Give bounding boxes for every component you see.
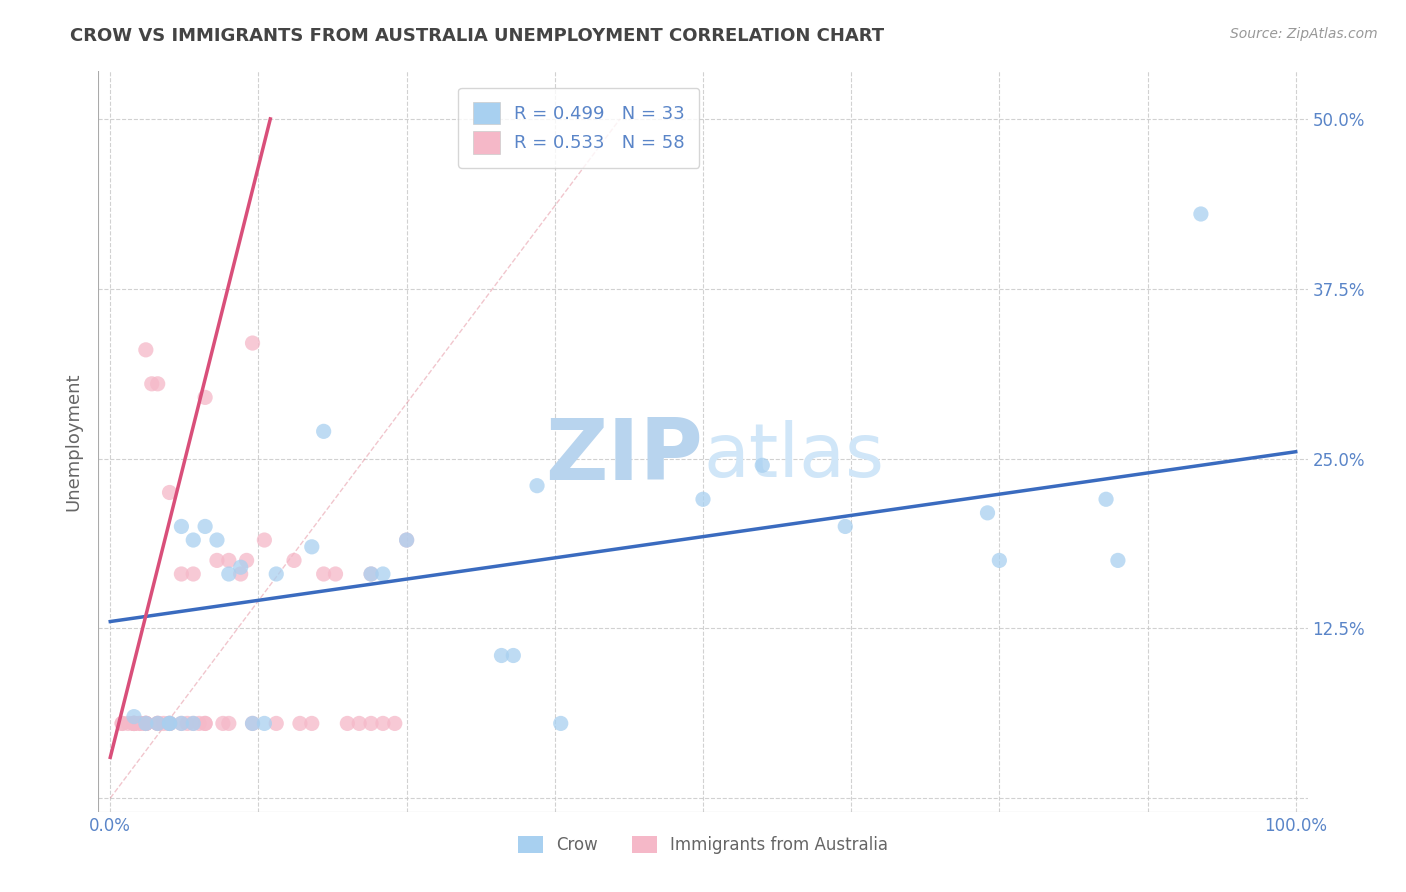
Point: [170, 716, 193, 731]
Point: [181, 533, 204, 547]
Point: [218, 566, 240, 581]
Point: [235, 553, 257, 567]
Point: [159, 485, 181, 500]
Point: [122, 716, 145, 731]
Point: [288, 716, 311, 731]
Point: [122, 709, 145, 723]
Point: [229, 560, 252, 574]
Point: [395, 533, 418, 547]
Point: [194, 716, 217, 731]
Point: [122, 716, 145, 731]
Point: [212, 716, 235, 731]
Point: [242, 336, 264, 351]
Point: [135, 716, 157, 731]
Point: [194, 519, 217, 533]
Point: [170, 716, 193, 731]
Point: [188, 716, 211, 731]
Point: [129, 716, 152, 731]
Point: [194, 391, 217, 405]
Point: [229, 566, 252, 581]
Point: [159, 716, 181, 731]
Point: [159, 716, 181, 731]
Point: [395, 533, 418, 547]
Point: [325, 566, 347, 581]
Point: [336, 716, 359, 731]
Point: [141, 376, 163, 391]
Point: [371, 716, 394, 731]
Point: [347, 716, 370, 731]
Point: [301, 716, 323, 731]
Text: atlas: atlas: [703, 420, 884, 493]
Point: [146, 376, 169, 391]
Point: [253, 533, 276, 547]
Point: [135, 343, 157, 357]
Point: [146, 716, 169, 731]
Point: [384, 716, 406, 731]
Point: [122, 716, 145, 731]
Point: [988, 553, 1011, 567]
Point: [264, 716, 287, 731]
Point: [135, 716, 157, 731]
Point: [181, 566, 204, 581]
Point: [301, 540, 323, 554]
Point: [218, 716, 240, 731]
Point: [111, 716, 134, 731]
Text: CROW VS IMMIGRANTS FROM AUSTRALIA UNEMPLOYMENT CORRELATION CHART: CROW VS IMMIGRANTS FROM AUSTRALIA UNEMPL…: [70, 27, 884, 45]
Point: [751, 458, 773, 473]
Point: [283, 553, 305, 567]
Point: [146, 716, 169, 731]
Point: [159, 716, 181, 731]
Point: [692, 492, 714, 507]
Point: [218, 553, 240, 567]
Point: [129, 716, 152, 731]
Point: [264, 566, 287, 581]
Legend: Crow, Immigrants from Australia: Crow, Immigrants from Australia: [510, 828, 896, 863]
Point: [360, 566, 382, 581]
Point: [159, 716, 181, 731]
Point: [146, 716, 169, 731]
Point: [360, 716, 382, 731]
Point: [834, 519, 856, 533]
Point: [146, 716, 169, 731]
Text: Source: ZipAtlas.com: Source: ZipAtlas.com: [1230, 27, 1378, 41]
Point: [181, 716, 204, 731]
Point: [122, 716, 145, 731]
Point: [502, 648, 524, 663]
Point: [976, 506, 998, 520]
Point: [194, 716, 217, 731]
Text: ZIP: ZIP: [546, 415, 703, 498]
Point: [135, 716, 157, 731]
Point: [550, 716, 572, 731]
Point: [152, 716, 174, 731]
Point: [135, 716, 157, 731]
Point: [181, 716, 204, 731]
Point: [117, 716, 139, 731]
Point: [242, 716, 264, 731]
Point: [491, 648, 513, 663]
Point: [135, 716, 157, 731]
Point: [205, 533, 228, 547]
Point: [122, 716, 145, 731]
Point: [1189, 207, 1212, 221]
Point: [122, 716, 145, 731]
Point: [360, 566, 382, 581]
Point: [371, 566, 394, 581]
Point: [111, 716, 134, 731]
Point: [312, 566, 335, 581]
Point: [253, 716, 276, 731]
Point: [170, 566, 193, 581]
Point: [242, 716, 264, 731]
Point: [170, 519, 193, 533]
Point: [526, 478, 548, 492]
Point: [205, 553, 228, 567]
Point: [312, 425, 335, 439]
Point: [159, 716, 181, 731]
Point: [1107, 553, 1129, 567]
Y-axis label: Unemployment: Unemployment: [65, 372, 83, 511]
Point: [176, 716, 198, 731]
Point: [135, 716, 157, 731]
Point: [1095, 492, 1118, 507]
